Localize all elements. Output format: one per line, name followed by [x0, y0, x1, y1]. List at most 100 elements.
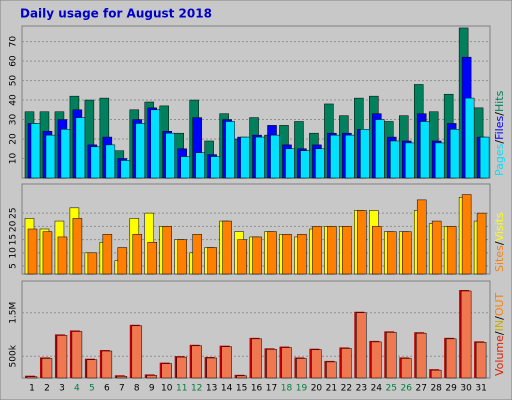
x-tick-label: 24 [371, 384, 383, 394]
bar [162, 226, 172, 275]
bar [147, 241, 158, 275]
x-tick-label: 28 [430, 384, 442, 394]
y-tick-label: 10 [9, 247, 19, 259]
bar [150, 109, 161, 179]
x-tick-label: 30 [460, 384, 472, 394]
bar [72, 218, 83, 275]
legend-label: Hits [493, 90, 506, 112]
legend-separator: / [493, 241, 506, 245]
legend-separator: / [493, 112, 506, 116]
bar [177, 239, 187, 275]
bar [419, 121, 430, 179]
bar [434, 142, 445, 179]
bar [415, 332, 427, 379]
bar [86, 359, 98, 379]
bar [464, 97, 475, 179]
bar [192, 234, 202, 275]
legend-label: Pages [493, 143, 506, 176]
bar [191, 345, 202, 379]
bar [405, 142, 415, 179]
bar [117, 247, 128, 275]
bar [311, 349, 322, 379]
bar [71, 331, 83, 379]
bar [222, 220, 232, 275]
bar [176, 356, 187, 379]
bar [371, 341, 382, 379]
legend-label: OUT [493, 292, 506, 316]
bar [165, 132, 175, 179]
bar [251, 338, 262, 379]
x-tick-label: 22 [341, 384, 352, 394]
legend: Pages/Files/Hits [493, 90, 506, 176]
bar [146, 375, 158, 379]
bar [225, 121, 235, 179]
bar [206, 357, 217, 379]
bar [87, 252, 98, 275]
bar [430, 369, 442, 379]
bar [375, 119, 385, 179]
x-tick-label: 27 [415, 384, 426, 394]
bar [475, 342, 487, 379]
y-tick-label: 20 [9, 133, 19, 145]
bar [387, 231, 397, 275]
x-tick-label: 19 [296, 384, 308, 394]
bar [116, 376, 128, 379]
bar [161, 363, 172, 379]
bar [416, 199, 427, 275]
bar [345, 134, 355, 179]
y-tick-label: 70 [9, 36, 19, 48]
x-tick-label: 2 [44, 384, 50, 394]
bar [461, 194, 472, 275]
x-tick-label: 31 [475, 384, 486, 394]
bar [342, 226, 352, 275]
bar [26, 376, 38, 379]
x-tick-label: 8 [134, 384, 140, 394]
bar [460, 290, 472, 379]
bar [312, 226, 322, 275]
bar [402, 231, 412, 275]
bar [75, 117, 86, 179]
x-tick-label: 21 [326, 384, 337, 394]
legend-separator: / [493, 140, 506, 144]
bar [476, 212, 487, 275]
x-tick-label: 25 [386, 384, 397, 394]
bar [102, 234, 113, 275]
bar [236, 375, 247, 379]
bar [30, 123, 41, 179]
bar [341, 348, 352, 379]
legend: Volume/IN/OUT [493, 292, 506, 376]
bar [180, 156, 190, 179]
bar [41, 358, 53, 379]
x-tick-label: 10 [161, 384, 173, 394]
legend-label: Visits [493, 212, 506, 241]
bar [296, 358, 307, 379]
y-tick-label: 500k [9, 344, 19, 367]
bar [131, 325, 143, 379]
bar [132, 234, 143, 275]
legend: Sites/Visits [493, 212, 506, 272]
bar [60, 129, 71, 179]
bar [330, 134, 340, 179]
y-tick-label: 5 [9, 263, 19, 269]
y-tick-label: 1.5M [9, 302, 19, 324]
x-tick-label: 20 [311, 384, 323, 394]
bar [57, 236, 68, 275]
legend-label: IN [493, 320, 506, 331]
bar [431, 220, 442, 275]
bar [255, 136, 265, 179]
bar [101, 350, 113, 379]
legend-label: Volume [493, 335, 506, 376]
bar [449, 129, 460, 179]
bar [479, 136, 490, 179]
bar [237, 239, 247, 275]
x-tick-label: 13 [206, 384, 217, 394]
legend-separator: / [493, 316, 506, 320]
bar [297, 234, 307, 275]
x-tick-label: 5 [89, 384, 95, 394]
bar [90, 146, 101, 179]
bar [45, 134, 56, 179]
bar [135, 123, 146, 179]
x-tick-label: 3 [59, 384, 65, 394]
bar [267, 231, 277, 275]
